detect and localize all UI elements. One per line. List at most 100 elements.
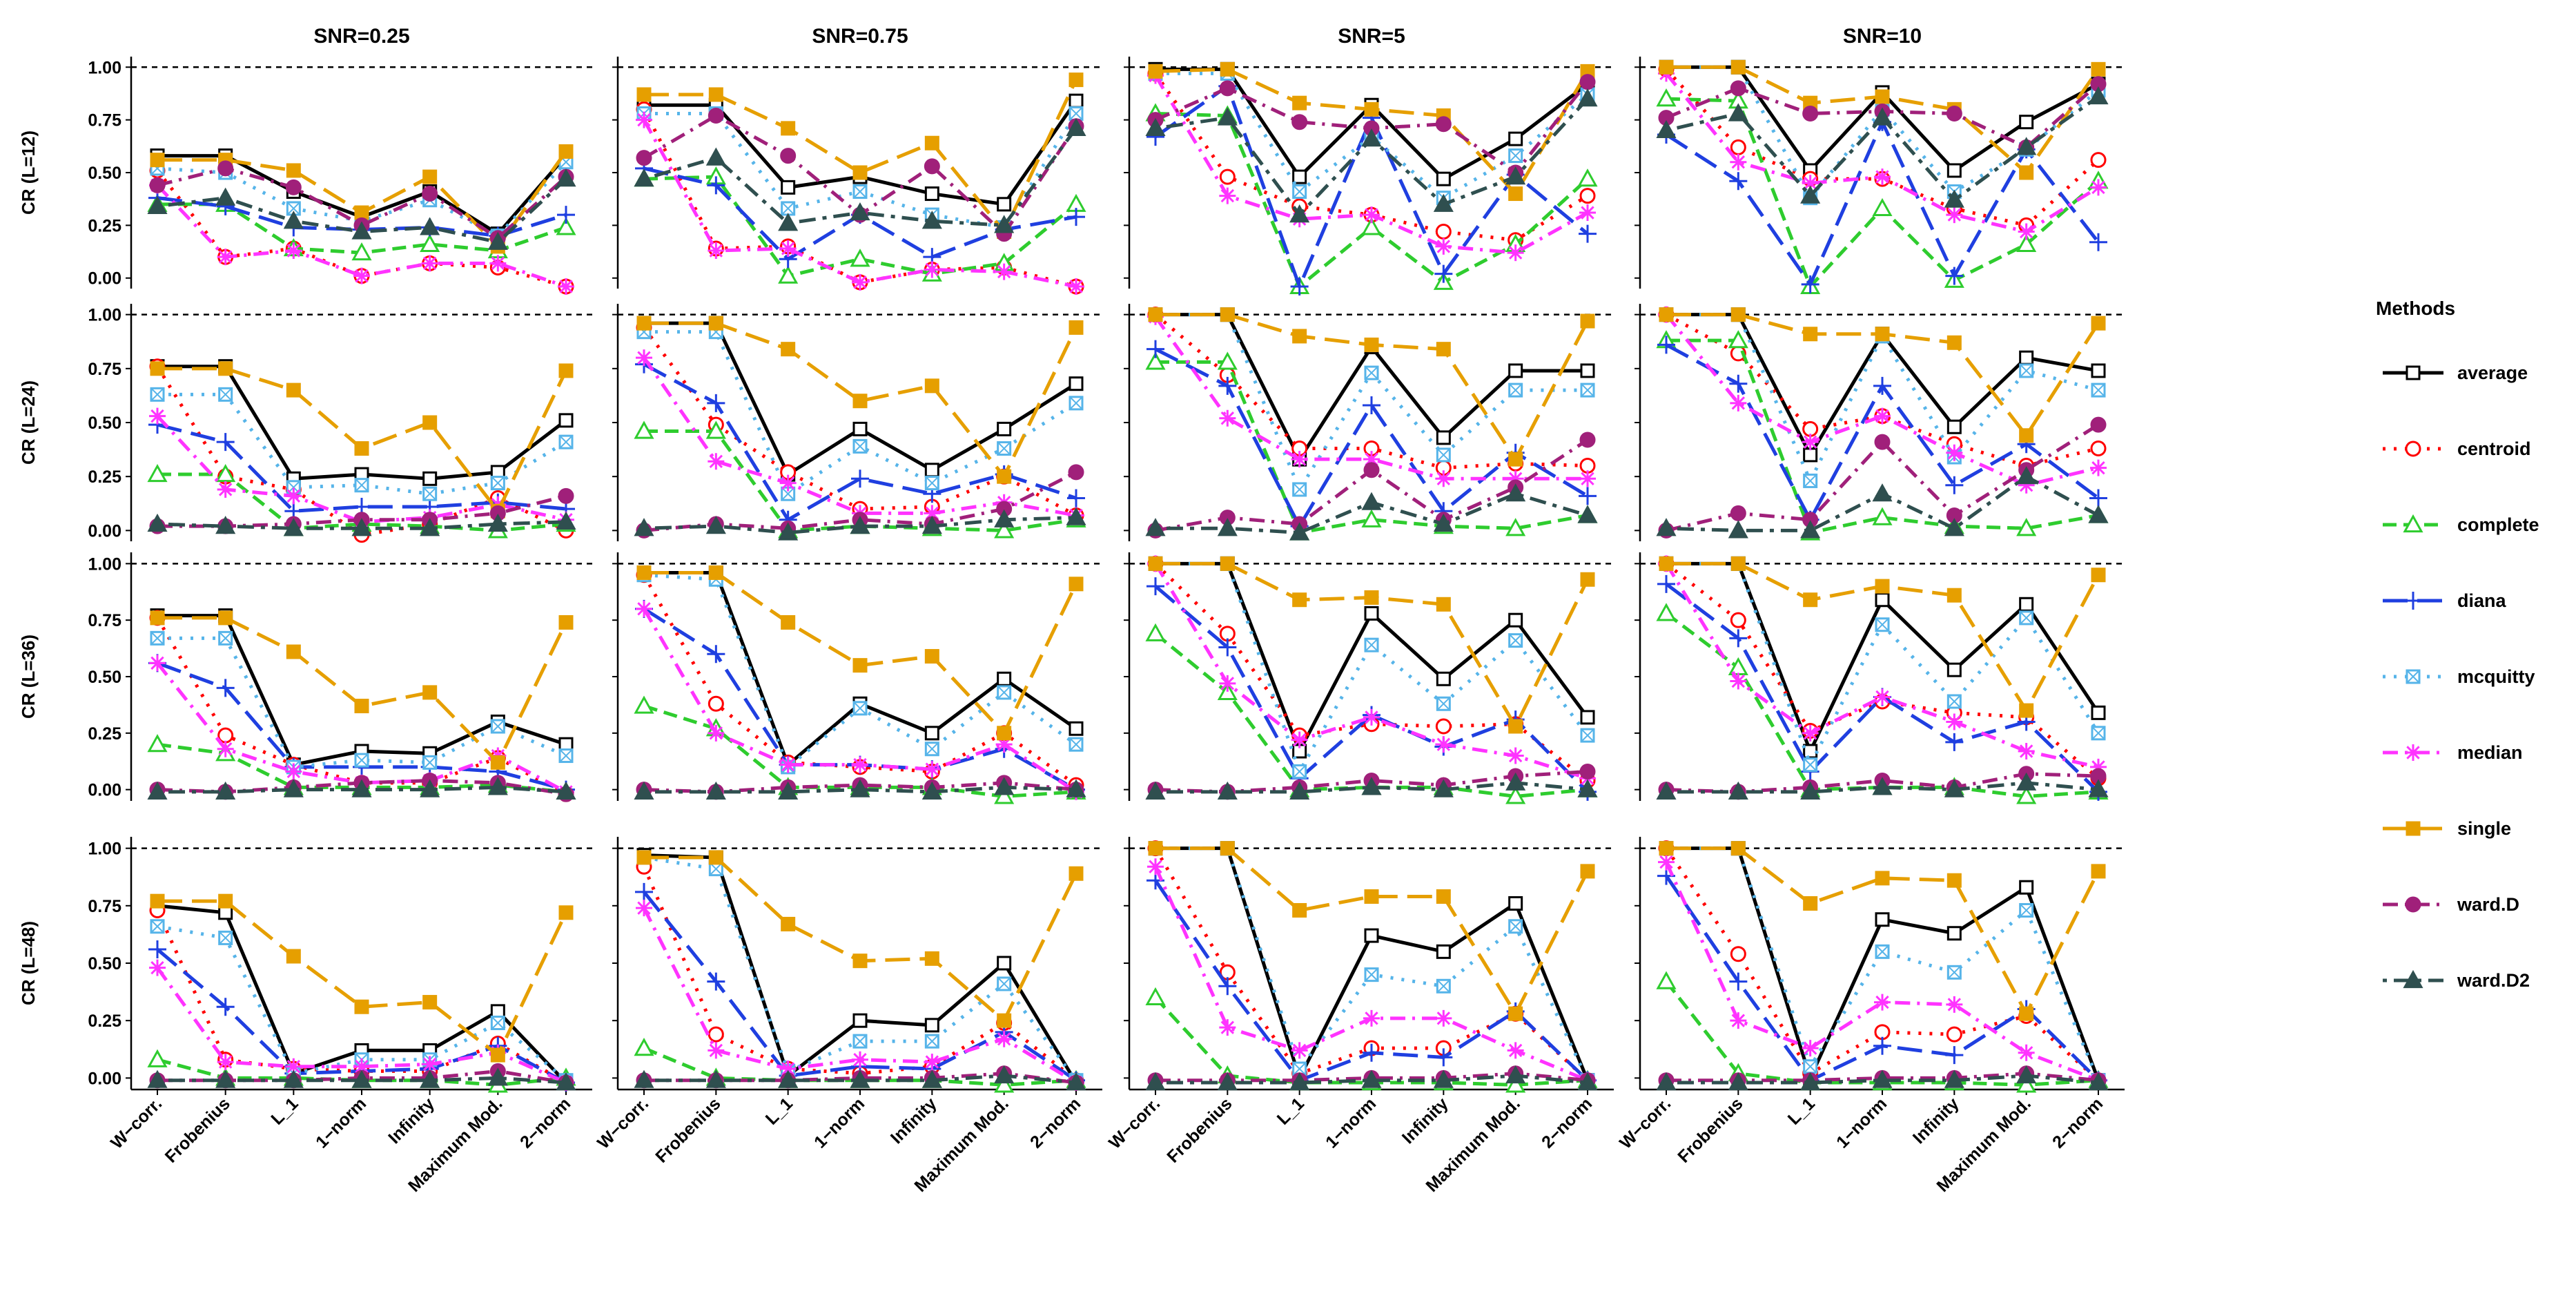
data-point-mcquitty-x2 (1508, 633, 1523, 648)
data-point-complete (2016, 786, 2037, 804)
data-point-single (1803, 592, 1818, 608)
data-point-average (2091, 363, 2106, 378)
y-tick-label: 0.50 (88, 164, 121, 183)
data-point-single (1730, 556, 1746, 571)
data-point-ward-D2 (351, 221, 372, 240)
data-point-mcquitty-x2 (422, 487, 437, 501)
data-point-diana (707, 645, 725, 664)
data-point-median (1363, 451, 1380, 468)
x-tick-label: 1−norm (810, 1094, 868, 1152)
legend-label: centroid (2457, 438, 2531, 459)
data-point-diana (1657, 336, 1675, 354)
data-point-single (997, 469, 1012, 484)
data-point-ward-D (1291, 114, 1308, 130)
data-point-ward-D (780, 148, 797, 164)
data-point-diana (1067, 489, 1085, 507)
data-point-ward-D2 (487, 231, 508, 250)
panel (1635, 552, 2125, 804)
data-point-mcquitty-x2 (709, 862, 723, 876)
data-point-mcquitty-x2 (1436, 697, 1451, 710)
data-point-ward-D2 (1505, 772, 1526, 791)
data-point-ward-D2 (705, 1069, 726, 1088)
data-point-single (2091, 864, 2106, 879)
data-point-average (1292, 169, 1307, 184)
data-point-ward-D (1946, 105, 1962, 122)
data-point-ward-D2 (1728, 103, 1748, 122)
x-tick-label: 1−norm (312, 1094, 370, 1152)
data-point-ward-D2 (487, 777, 508, 795)
data-point-single (1292, 329, 1307, 344)
data-point-ward-D2 (351, 518, 372, 536)
data-point-average (422, 471, 438, 486)
data-point-median (1730, 672, 1747, 690)
data-point-median (285, 487, 302, 505)
data-point-median (924, 261, 941, 278)
data-point-median (1507, 244, 1524, 262)
x-tick-label: 1−norm (1322, 1094, 1380, 1152)
legend-item: mcquitty (2383, 666, 2535, 687)
data-point-mcquitty-x2 (1508, 383, 1523, 397)
data-point-ward-D2 (1577, 1072, 1598, 1091)
data-point-median (2090, 758, 2107, 775)
data-point-median (852, 1051, 868, 1068)
data-point-diana (1729, 172, 1748, 191)
data-point-median (1730, 153, 1747, 171)
legend-marker-mcquitty-x2 (2406, 670, 2420, 684)
data-point-ward-D2 (147, 781, 168, 800)
data-point-median (1507, 1042, 1524, 1059)
x-tick-label: 2−norm (2049, 1094, 2107, 1152)
data-point-complete (147, 1049, 168, 1067)
data-point-ward-D2 (1217, 107, 1238, 126)
data-point-diana (148, 940, 166, 959)
data-point-complete (420, 233, 440, 252)
data-point-average (1508, 612, 1523, 628)
data-point-average (852, 421, 868, 436)
data-point-ward-D2 (994, 777, 1015, 795)
y-tick-label: 0.75 (88, 360, 121, 379)
data-point-single (422, 169, 438, 184)
data-point-ward-D2 (705, 781, 726, 800)
data-point-ward-D2 (1872, 483, 1893, 502)
data-point-ward-D2 (850, 516, 870, 534)
data-point-ward-D (217, 160, 234, 177)
data-point-single (422, 685, 438, 700)
data-point-median (285, 1058, 302, 1075)
data-point-ward-D2 (556, 781, 576, 800)
data-point-single (1364, 590, 1379, 605)
data-point-single (1659, 556, 1674, 571)
data-point-complete (778, 265, 799, 284)
data-point-ward-D (2090, 416, 2107, 433)
data-point-average (997, 197, 1012, 212)
data-point-single (1946, 335, 1962, 350)
row-title: CR (L=24) (18, 380, 39, 465)
legend-label: mcquitty (2457, 666, 2535, 687)
data-point-average (1069, 376, 1084, 391)
data-point-ward-D2 (705, 147, 726, 166)
data-point-average (924, 726, 939, 741)
data-point-diana (1945, 1046, 1964, 1065)
data-point-median (708, 453, 725, 470)
data-point-ward-D2 (1656, 119, 1677, 139)
data-point-mcquitty-x2 (1508, 920, 1523, 933)
data-point-complete (634, 695, 654, 714)
data-point-single (1730, 307, 1746, 322)
data-point-mcquitty-x2 (150, 631, 164, 646)
data-point-average (1069, 93, 1084, 108)
data-point-single (354, 205, 369, 220)
x-tick-label: Frobenius (1163, 1094, 1236, 1166)
data-point-ward-D2 (1066, 1072, 1086, 1091)
data-point-single (1730, 841, 1746, 856)
data-point-single (852, 165, 868, 180)
data-point-average (997, 421, 1012, 436)
data-point-single (1875, 579, 1890, 594)
legend-item: single (2383, 818, 2511, 839)
data-point-diana (1945, 733, 1964, 751)
data-point-single (997, 726, 1012, 741)
x-tick-label: W−corr. (594, 1094, 652, 1152)
panel: 0.00 0.25 0.50 0.75 1.00 (88, 552, 592, 802)
data-point-ward-D2 (420, 1069, 440, 1088)
data-point-ward-D (1219, 80, 1236, 97)
data-point-ward-D2 (1656, 1072, 1677, 1091)
data-point-average (1436, 171, 1451, 186)
y-tick-label: 0.25 (88, 216, 121, 235)
